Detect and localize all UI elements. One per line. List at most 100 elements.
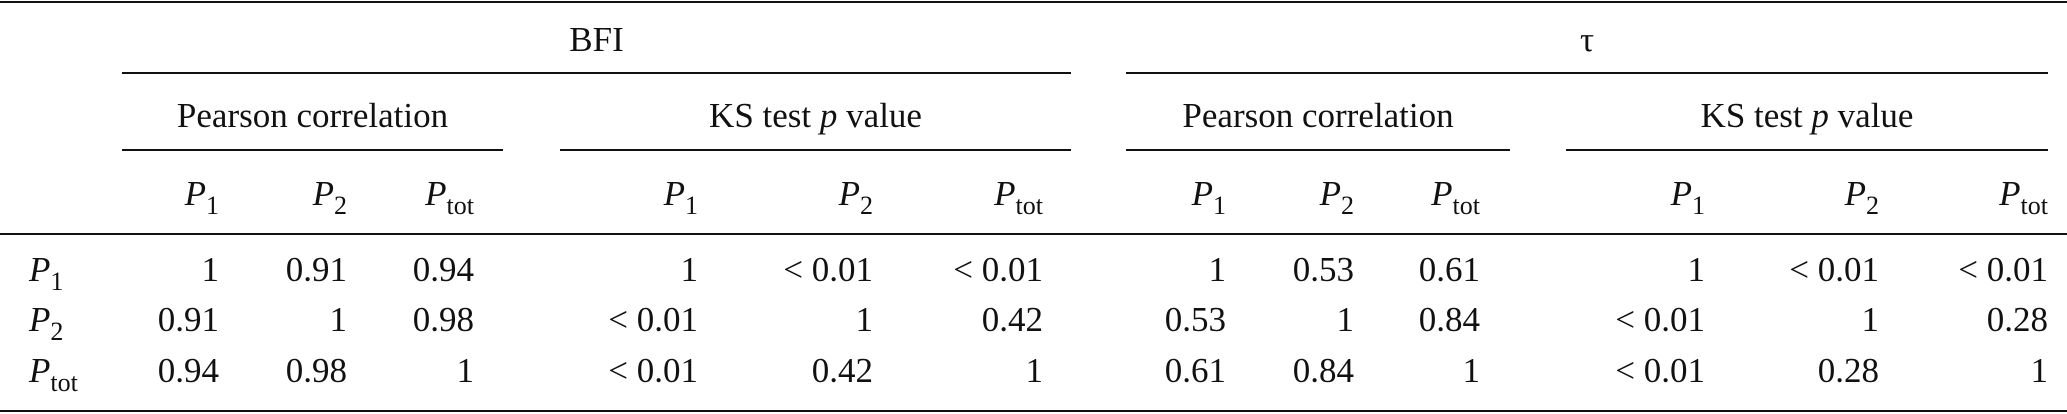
symbol: P xyxy=(29,351,51,390)
cell: 0.98 xyxy=(285,351,347,390)
cell: 0.42 xyxy=(981,300,1043,339)
cell: 0.91 xyxy=(157,300,219,339)
row-label: P1 xyxy=(29,250,63,296)
cell: < 0.01 xyxy=(1615,300,1705,339)
subscript: 2 xyxy=(860,191,873,220)
cell: < 0.01 xyxy=(608,351,698,390)
cell: 1 xyxy=(1208,250,1227,289)
symbol: P xyxy=(1431,174,1453,213)
group-title-text: τ xyxy=(1579,20,1595,59)
subgroup-title: KS test p value xyxy=(560,96,1071,136)
subscript: 2 xyxy=(334,191,347,220)
symbol: P xyxy=(312,174,334,213)
symbol: P xyxy=(994,174,1016,213)
subgroup-title-part: Pearson correlation xyxy=(1182,96,1454,135)
subgroup-title: Pearson correlation xyxy=(122,96,503,136)
cell: < 0.01 xyxy=(783,250,873,289)
column-header: Ptot xyxy=(1999,174,2048,220)
subgroup-title: Pearson correlation xyxy=(1126,96,1510,136)
mid-rule xyxy=(0,233,2067,235)
cell: 0.94 xyxy=(412,250,474,289)
cell: 1 xyxy=(1861,300,1880,339)
column-header: P1 xyxy=(1670,174,1705,220)
subgroup-title-part: value xyxy=(1828,96,1914,135)
subscript: tot xyxy=(2020,191,2048,220)
subscript: 1 xyxy=(206,191,219,220)
cell: 1 xyxy=(201,250,220,289)
column-header: P2 xyxy=(312,174,347,220)
cell: 1 xyxy=(456,351,475,390)
column-header: P1 xyxy=(184,174,219,220)
subgroup-title-part: p xyxy=(819,96,838,135)
subgroup-title: KS test p value xyxy=(1566,96,2048,136)
subscript: tot xyxy=(50,368,78,397)
symbol: P xyxy=(838,174,860,213)
cell: 0.98 xyxy=(412,300,474,339)
group-rule xyxy=(122,72,1071,74)
cell: < 0.01 xyxy=(608,300,698,339)
symbol: P xyxy=(29,250,51,289)
cell: < 0.01 xyxy=(1789,250,1879,289)
cell: 0.53 xyxy=(1164,300,1226,339)
column-header: P2 xyxy=(1319,174,1354,220)
column-header: P2 xyxy=(1845,174,1879,220)
bottom-rule xyxy=(0,410,2067,412)
group-rule xyxy=(1126,72,2048,74)
cell: 1 xyxy=(680,250,699,289)
group-title: τ xyxy=(1126,20,2048,60)
subscript: 1 xyxy=(50,267,64,296)
cell: 0.61 xyxy=(1164,351,1226,390)
cell: 0.42 xyxy=(811,351,873,390)
symbol: P xyxy=(1999,174,2021,213)
symbol: P xyxy=(425,174,447,213)
column-header: P1 xyxy=(1191,174,1226,220)
cell: 0.61 xyxy=(1418,250,1480,289)
cell: 1 xyxy=(329,300,348,339)
subscript: 2 xyxy=(1866,191,1879,220)
subscript: 1 xyxy=(685,191,698,220)
subgroup-rule xyxy=(122,149,503,151)
subgroup-title-part: value xyxy=(837,96,922,135)
group-title: BFI xyxy=(122,20,1071,60)
subscript: tot xyxy=(1452,191,1480,220)
subgroup-rule xyxy=(1126,149,1510,151)
row-label: P2 xyxy=(29,300,63,346)
cell: 1 xyxy=(1462,351,1481,390)
subgroup-title-part: KS test xyxy=(709,96,820,135)
cell: < 0.01 xyxy=(1615,351,1705,390)
subscript: tot xyxy=(1015,191,1043,220)
cell: 0.91 xyxy=(285,250,347,289)
cell: 1 xyxy=(855,300,874,339)
cell: < 0.01 xyxy=(953,250,1043,289)
subscript: 1 xyxy=(1692,191,1705,220)
top-rule xyxy=(0,1,2067,3)
subscript: 2 xyxy=(50,317,64,346)
column-header: Ptot xyxy=(425,174,474,220)
subscript: 2 xyxy=(1341,191,1354,220)
cell: 1 xyxy=(1025,351,1044,390)
cell: 1 xyxy=(1687,250,1706,289)
column-header: Ptot xyxy=(1431,174,1480,220)
cell: 0.84 xyxy=(1292,351,1354,390)
symbol: P xyxy=(1670,174,1692,213)
cell: 1 xyxy=(2030,351,2049,390)
symbol: P xyxy=(1319,174,1341,213)
symbol: P xyxy=(1191,174,1213,213)
symbol: P xyxy=(184,174,206,213)
subgroup-title-part: p xyxy=(1811,96,1829,135)
column-header: P2 xyxy=(838,174,873,220)
subscript: tot xyxy=(446,191,474,220)
subgroup-rule xyxy=(1566,149,2048,151)
cell: 0.84 xyxy=(1418,300,1480,339)
cell: 0.53 xyxy=(1292,250,1354,289)
cell: < 0.01 xyxy=(1958,250,2048,289)
group-title-text: BFI xyxy=(569,20,624,59)
column-header: Ptot xyxy=(994,174,1043,220)
subgroup-rule xyxy=(560,149,1071,151)
cell: 1 xyxy=(1336,300,1355,339)
subscript: 1 xyxy=(1213,191,1226,220)
cell: 0.28 xyxy=(1986,300,2048,339)
symbol: P xyxy=(663,174,685,213)
subgroup-title-part: Pearson correlation xyxy=(176,96,449,135)
